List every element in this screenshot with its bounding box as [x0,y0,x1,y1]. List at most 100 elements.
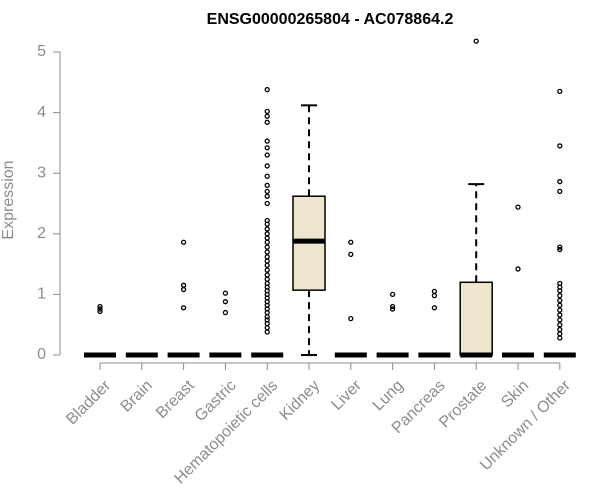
x-tick-label: Brain [118,377,156,415]
outlier-point [557,297,563,304]
outlier-point [264,145,270,151]
box-group [376,291,409,358]
y-tick-label: 4 [37,104,46,121]
outlier-point [431,288,438,295]
outlier-point [557,302,563,308]
outlier-point [180,239,187,245]
outlier-point [222,290,229,296]
outlier-point [264,231,270,237]
y-axis: 0 1 2 3 4 5 [37,43,61,363]
outlier-point [264,329,270,335]
outlier-point [557,317,563,323]
outlier-point [557,292,563,299]
outlier-point [97,308,103,315]
outlier-point [264,182,270,188]
outlier-point [264,317,270,323]
box-group [418,288,451,358]
y-tick-label: 2 [37,225,46,242]
outlier-point [557,143,563,149]
outlier-point [264,86,270,93]
outlier-point [264,108,270,115]
box-group [502,204,534,358]
outlier-point [515,204,521,210]
outlier-point [557,88,563,95]
outlier-point [389,303,396,310]
box-group [459,38,493,358]
outlier-point [264,217,270,224]
x-tick-label: Breast [153,377,198,422]
outlier-point [264,276,270,282]
outlier-point [264,152,270,158]
box-group [251,86,284,358]
outlier-point [557,280,563,287]
outlier-point [264,314,270,320]
outlier-point [264,226,270,232]
outlier-point [264,173,270,179]
outlier-point [97,306,103,312]
outlier-point [431,305,438,311]
box-group [334,239,367,358]
outlier-point [557,335,563,341]
outlier-point [389,306,396,312]
outlier-point [264,244,270,250]
outlier-point [557,179,563,185]
outlier-point [264,235,270,241]
outlier-point [264,113,270,119]
outlier-point [180,286,187,293]
y-tick-label: 1 [37,286,46,303]
outlier-point [348,315,354,322]
box-group [292,104,326,356]
outlier-point [222,309,229,316]
outlier-point [557,322,563,328]
outlier-point [264,272,270,278]
outlier-point [515,266,521,272]
outlier-point [557,246,563,253]
outlier-point [222,299,229,305]
outlier-point [557,331,563,337]
outlier-point [557,326,563,333]
outlier-point [180,305,187,311]
y-tick-label: 0 [37,346,46,363]
box-group [167,239,200,358]
outlier-point [264,239,270,245]
outlier-point [348,251,354,258]
y-tick-label: 3 [37,164,46,181]
x-tick-label: Bladder [63,377,114,428]
outlier-point [264,138,270,144]
plot-area [84,38,576,358]
x-tick-label: Liver [328,377,365,414]
outlier-point [473,38,479,44]
chart-title: ENSG00000265804 - AC078864.2 [207,11,454,28]
box-group [84,303,116,358]
outlier-point [264,163,270,169]
outlier-point [348,239,354,245]
outlier-point [557,244,563,250]
outlier-point [264,325,270,331]
outlier-point [264,119,270,125]
outlier-point [97,303,103,310]
outlier-point [264,262,270,268]
box-body [459,281,493,356]
outlier-point [389,291,396,298]
outlier-point [264,188,270,195]
outlier-point [557,307,563,313]
outlier-point [264,254,270,260]
y-axis-label: Expression [0,160,17,239]
outlier-point [264,267,270,273]
x-tick-label: Lung [370,377,407,414]
box-group [543,88,576,358]
outlier-point [180,282,187,288]
outlier-point [264,193,270,199]
x-tick-label: Skin [498,377,532,411]
outlier-point [264,249,270,255]
outlier-point [264,200,270,207]
outlier-point [264,258,270,264]
box-group [209,290,242,358]
y-tick-label: 5 [37,43,46,60]
outlier-point [431,292,438,299]
outlier-point [557,188,563,195]
outlier-point [264,280,270,287]
x-tick-label: Kidney [277,377,324,424]
